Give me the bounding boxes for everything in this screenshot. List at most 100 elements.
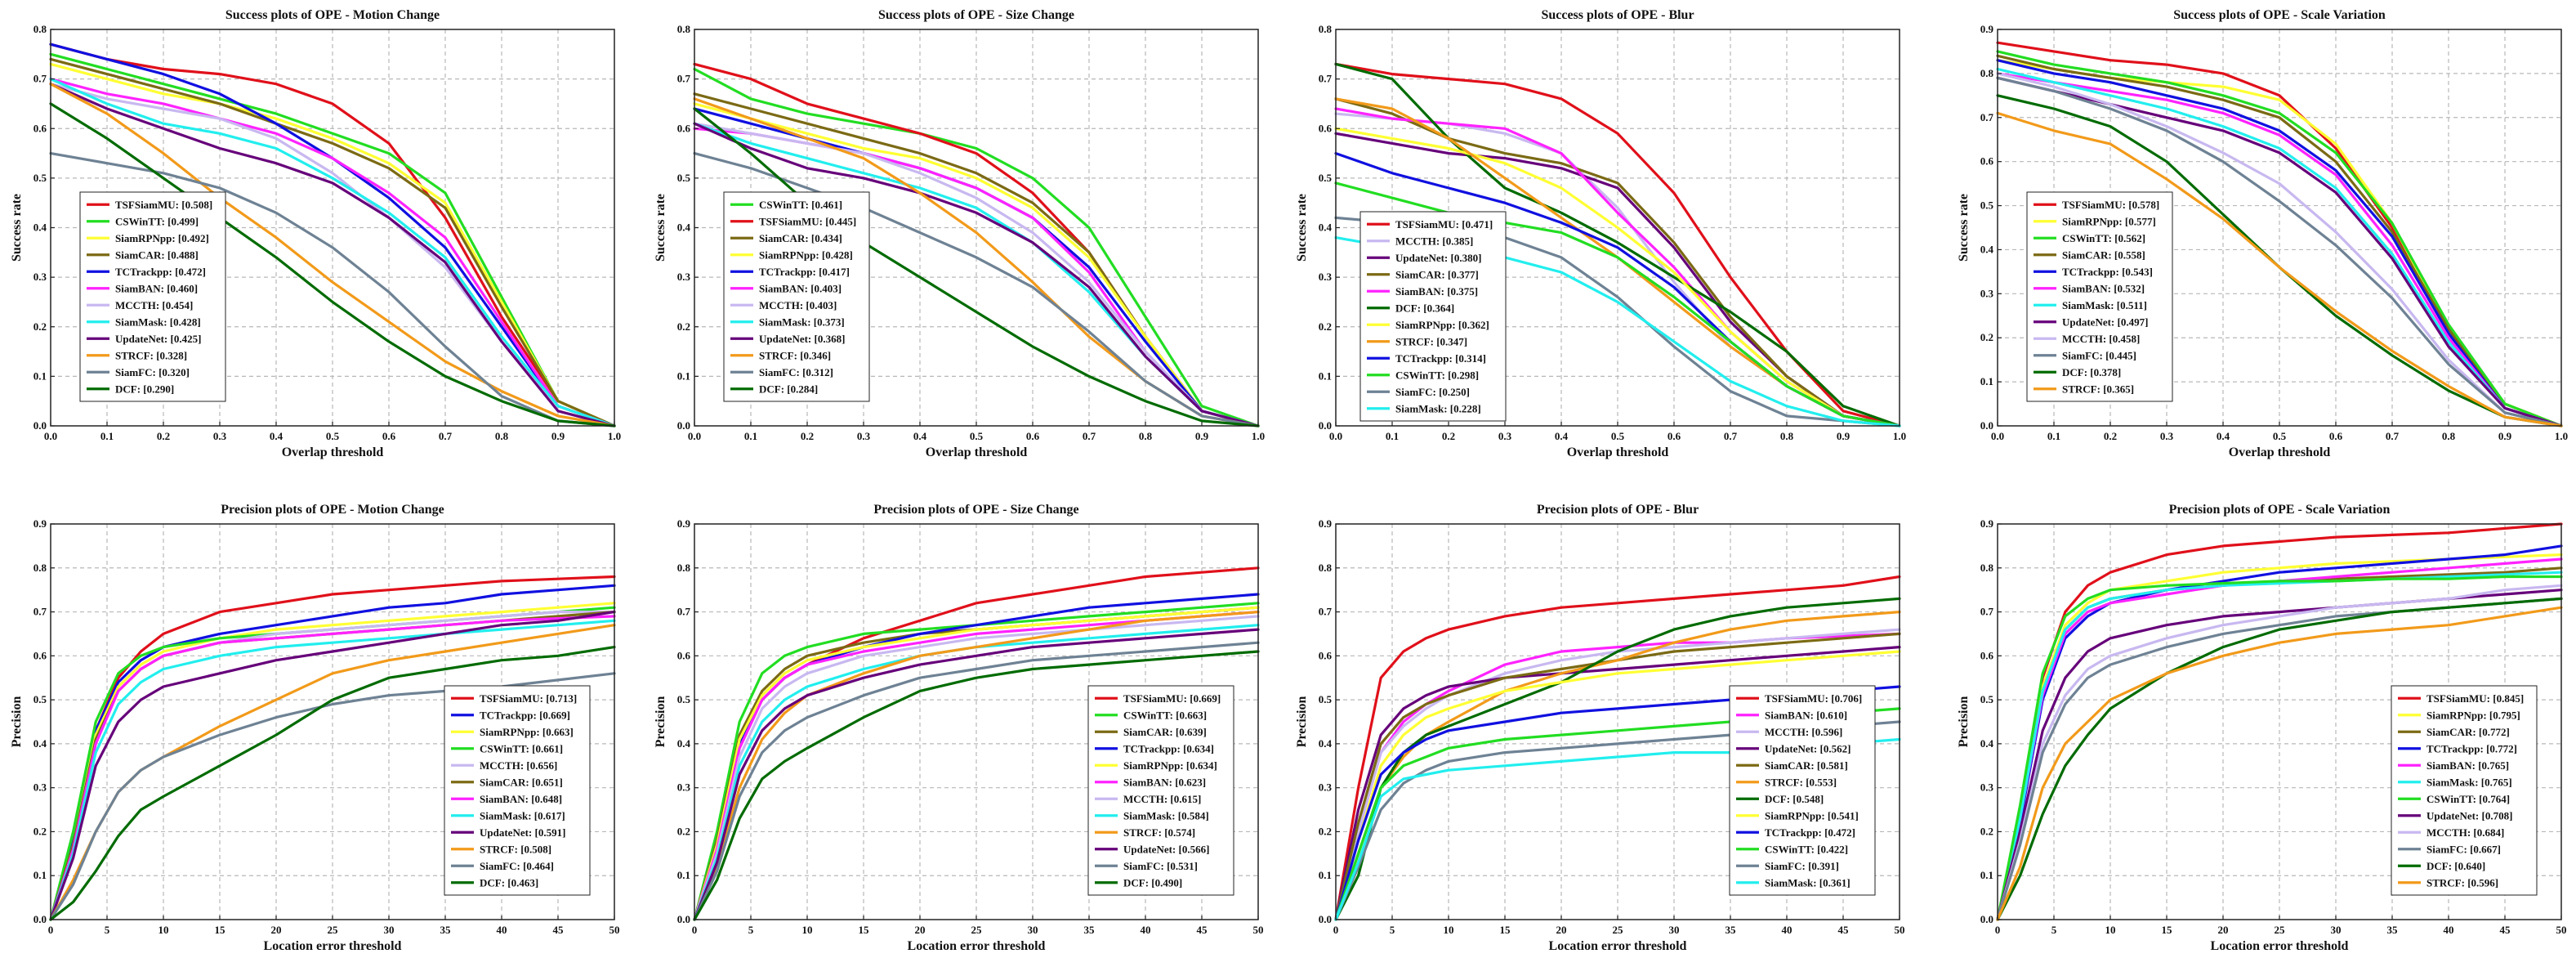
x-tick-label: 0.5 <box>1611 430 1625 442</box>
legend-entry-siamcar: SiamCAR: [0.581] <box>1765 759 1848 772</box>
chart-panel-8: 0 5 10 15 20 25 30 35 40 45 50 0.0 0.1 0.2 0.3 0.4 0.5 0.… <box>1957 503 2567 953</box>
legend: TSFSiamMU: [0.669] CSWinTT: [0.663] SiamCA… <box>1087 685 1234 896</box>
x-tick-label: 0.1 <box>1386 430 1399 442</box>
y-tick-label: 0.3 <box>33 271 47 283</box>
y-tick-label: 0.4 <box>1980 243 1994 255</box>
series-line-cswintt <box>693 67 1260 428</box>
y-tick-label: 0.3 <box>677 781 691 794</box>
y-tick-label: 0.6 <box>1319 122 1333 134</box>
x-tick-label: 0 <box>1333 924 1339 936</box>
y-tick-label: 0.5 <box>677 172 691 184</box>
chart-panel-6: 0 5 10 15 20 25 30 35 40 45 50 0.0 0.1 0.2 0.3 0.4 0.5 0.… <box>654 503 1264 953</box>
legend-entry-tsfsiammu: TSFSiamMU: [0.706] <box>1765 692 1862 705</box>
x-tick-label: 1.0 <box>2555 430 2568 442</box>
x-tick-label: 10 <box>1444 924 1454 936</box>
y-tick-label: 0.0 <box>33 913 47 925</box>
series-line-siamfc <box>693 641 1260 921</box>
legend-entry-siammask: SiamMask: [0.373] <box>759 316 845 328</box>
y-tick-label: 0.7 <box>1319 73 1333 85</box>
chart-title: Precision plots of OPE - Motion Change <box>221 503 444 517</box>
y-tick-label: 0.9 <box>1980 517 1994 530</box>
series-line-mccth <box>1996 72 2563 428</box>
y-tick-label: 0.9 <box>1319 517 1333 530</box>
legend-entry-siamfc: SiamFC: [0.445] <box>2062 349 2136 361</box>
legend-box <box>2391 685 2538 896</box>
legend-entry-mccth: MCCTH: [0.458] <box>2062 333 2140 345</box>
x-tick-label: 0.2 <box>801 430 814 442</box>
series-line-mccth <box>1996 584 2563 921</box>
y-tick-label: 0.5 <box>1980 199 1994 212</box>
series-line-siamcar <box>1334 97 1901 428</box>
chart-panel-2: 0.0 0.1 0.2 0.3 0.4 0.5 0.6 0.7 0.8 0.9 1.0 0.0 0.1 0… <box>654 8 1265 459</box>
y-tick-label: 0.0 <box>1980 913 1993 925</box>
y-tick-label: 0.1 <box>33 869 47 881</box>
legend-entry-mccth: MCCTH: [0.403] <box>759 299 837 311</box>
y-tick-label: 0.2 <box>677 825 690 837</box>
y-tick-label: 0.8 <box>33 23 47 35</box>
legend-entry-updatenet: UpdateNet: [0.425] <box>115 333 201 345</box>
x-tick-label: 0.2 <box>2104 430 2117 442</box>
series-line-siamrpnpp <box>693 102 1260 428</box>
y-axis-label: Success rate <box>1295 194 1309 262</box>
legend-entry-siamcar: SiamCAR: [0.434] <box>759 232 842 244</box>
x-tick-label: 15 <box>859 924 870 936</box>
chart-panel-4: 0.0 0.1 0.2 0.3 0.4 0.5 0.6 0.7 0.8 0.9 1.0 0.0 0.1 0… <box>1957 8 2568 459</box>
series-line-updatenet <box>693 628 1260 921</box>
legend-entry-mccth: MCCTH: [0.615] <box>1123 793 1201 805</box>
legend-entry-cswintt: CSWinTT: [0.499] <box>115 215 199 227</box>
series-line-updatenet <box>1996 76 2563 428</box>
y-tick-label: 0.3 <box>677 271 691 283</box>
y-tick-label: 0.7 <box>677 606 691 618</box>
y-tick-label: 0.8 <box>677 562 691 574</box>
x-tick-label: 30 <box>384 924 395 936</box>
chart-title: Success plots of OPE - Scale Variation <box>2173 8 2386 22</box>
y-tick-label: 0.0 <box>677 913 690 925</box>
legend-entry-mccth: MCCTH: [0.385] <box>1395 235 1473 247</box>
y-tick-label: 0.4 <box>33 737 47 750</box>
x-tick-label: 0.9 <box>2498 430 2512 442</box>
legend-entry-tctrackpp: TCTrackpp: [0.314] <box>1395 352 1486 365</box>
x-tick-label: 45 <box>1838 924 1850 936</box>
x-tick-label: 0 <box>48 924 54 936</box>
series-line-siammask <box>49 77 616 428</box>
y-tick-label: 0.7 <box>1980 111 1994 123</box>
legend-entry-siamrpnpp: SiamRPNpp: [0.634] <box>1123 759 1217 772</box>
legend-entry-siamban: SiamBAN: [0.375] <box>1395 285 1478 298</box>
series-line-strcf <box>693 610 1260 921</box>
y-tick-label: 0.2 <box>1980 825 1993 837</box>
legend-entry-tsfsiammu: TSFSiamMU: [0.669] <box>1123 692 1221 705</box>
chart-title: Precision plots of OPE - Scale Variation <box>2169 503 2391 517</box>
legend: TSFSiamMU: [0.471] MCCTH: [0.385] UpdateNe… <box>1359 211 1507 422</box>
legend-entry-siamrpnpp: SiamRPNpp: [0.795] <box>2426 709 2520 721</box>
y-tick-label: 0.4 <box>33 222 47 234</box>
x-tick-label: 0.5 <box>2273 430 2287 442</box>
legend-entry-siamrpnpp: SiamRPNpp: [0.577] <box>2062 215 2156 227</box>
legend-entry-dcf: DCF: [0.548] <box>1765 793 1824 805</box>
x-tick-label: 35 <box>2387 924 2399 936</box>
y-tick-label: 0.0 <box>1319 913 1332 925</box>
y-tick-label: 0.5 <box>1319 693 1333 705</box>
series-line-dcf <box>49 102 616 428</box>
legend-entry-dcf: DCF: [0.290] <box>115 383 174 395</box>
x-axis-label: Overlap threshold <box>926 445 1028 459</box>
legend-entry-cswintt: CSWinTT: [0.461] <box>759 199 842 211</box>
legend-entry-dcf: DCF: [0.284] <box>759 383 818 395</box>
y-tick-label: 0.0 <box>1980 419 1993 432</box>
series-line-strcf <box>49 83 616 428</box>
legend-entry-updatenet: UpdateNet: [0.497] <box>2062 316 2148 328</box>
y-axis-label: Success rate <box>10 194 24 262</box>
x-tick-label: 45 <box>2500 924 2511 936</box>
series-line-siamcar <box>1996 54 2563 428</box>
x-tick-label: 40 <box>1141 924 1151 936</box>
series-line-dcf <box>693 107 1260 428</box>
series-line-cswintt <box>1334 181 1901 428</box>
y-tick-label: 0.3 <box>1319 781 1333 794</box>
x-tick-label: 0.6 <box>382 430 396 442</box>
x-tick-label: 35 <box>440 924 452 936</box>
x-tick-label: 0.6 <box>1667 430 1681 442</box>
legend-entry-updatenet: UpdateNet: [0.368] <box>759 333 845 345</box>
y-tick-label: 0.1 <box>1980 375 1993 387</box>
y-tick-label: 0.6 <box>1319 649 1333 661</box>
y-tick-label: 0.1 <box>1319 369 1332 382</box>
y-axis-label: Precision <box>10 696 24 748</box>
